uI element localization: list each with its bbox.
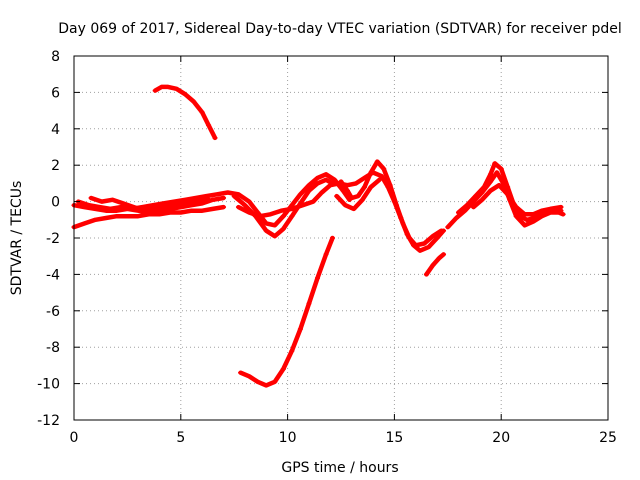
y-tick-label: -8 xyxy=(46,340,60,356)
y-tick-label: -10 xyxy=(37,377,60,393)
y-tick-label: 6 xyxy=(51,85,60,101)
x-tick-label: 15 xyxy=(385,430,403,446)
x-tick-label: 0 xyxy=(70,430,79,446)
points-sat-k xyxy=(423,253,447,276)
x-tick-label: 5 xyxy=(176,430,185,446)
points-sat-i xyxy=(152,86,218,139)
series-sat-h xyxy=(334,177,382,212)
x-tick-label: 10 xyxy=(279,430,297,446)
points-sat-f xyxy=(235,171,447,252)
points-sat-a xyxy=(71,206,227,228)
x-tick-label: 25 xyxy=(599,430,617,446)
y-tick-label: 4 xyxy=(51,122,60,138)
series-sat-j xyxy=(238,235,335,388)
series-sat-k xyxy=(424,252,446,277)
y-tick-label: -4 xyxy=(46,267,60,283)
x-tick-label: 20 xyxy=(492,430,510,446)
y-tick-label: -2 xyxy=(46,231,60,247)
points-sat-n xyxy=(470,184,564,216)
series-sat-g xyxy=(338,159,444,248)
series-layer xyxy=(71,84,566,388)
grid xyxy=(74,56,608,420)
y-tick-label: -6 xyxy=(46,304,60,320)
y-axis-label: SDTVAR / TECUs xyxy=(9,181,25,296)
y-tick-label: 2 xyxy=(51,158,60,174)
points-sat-h xyxy=(334,179,382,210)
y-tick-label: 0 xyxy=(51,195,60,211)
points-sat-j xyxy=(238,237,335,387)
ticks: 0 5 10 15 20 25 -12 -10 -8 -6 -4 -2 0 2 4 6 8 xyxy=(37,49,617,446)
y-tick-label: -12 xyxy=(37,413,60,429)
points-sat-d xyxy=(88,197,212,212)
x-axis-label: GPS time / hours xyxy=(281,460,398,476)
y-tick-label: 8 xyxy=(51,49,60,65)
chart-title: Day 069 of 2017, Sidereal Day-to-day VTE… xyxy=(58,21,622,37)
points-sat-g xyxy=(338,160,444,247)
